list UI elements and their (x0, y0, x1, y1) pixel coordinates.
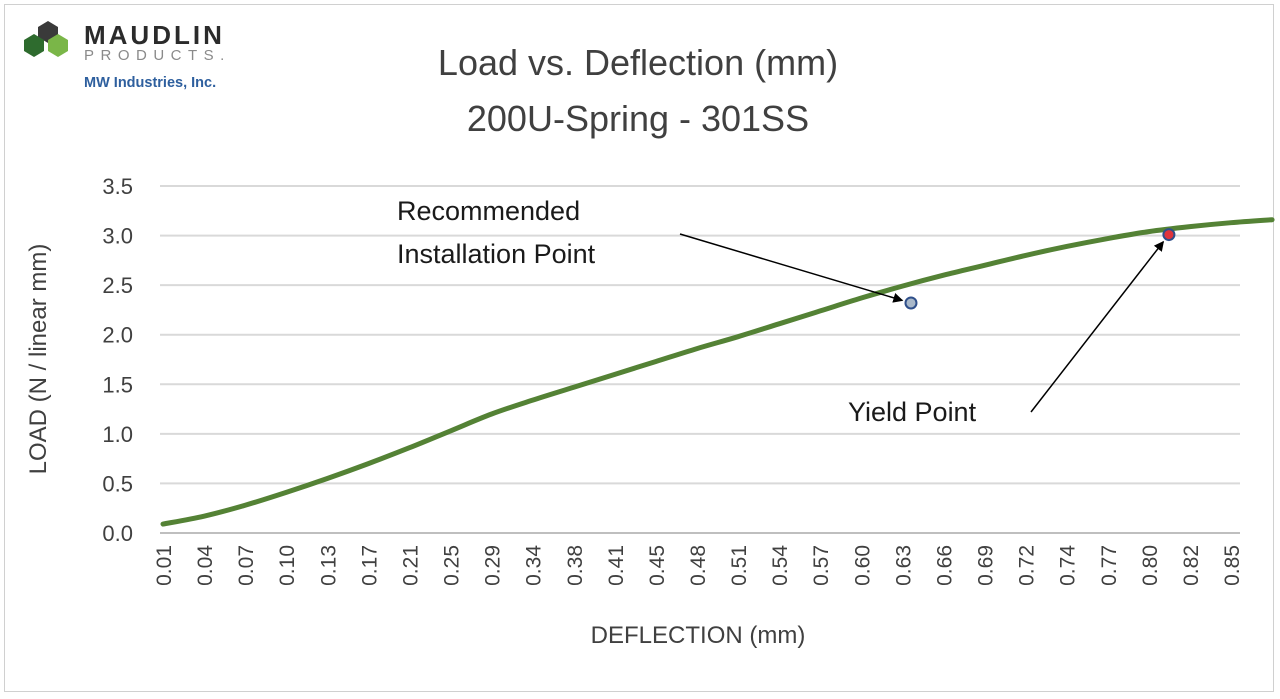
logo-hex-green (24, 34, 44, 57)
x-tick-label: 0.13 (317, 545, 340, 586)
y-axis-label: LOAD (N / linear mm) (25, 244, 52, 475)
y-tick-label: 3.0 (102, 224, 133, 249)
y-tick-label: 1.5 (102, 372, 133, 397)
logo-name: MAUDLIN (84, 20, 225, 50)
logo-subtitle: PRODUCTS. (84, 47, 231, 64)
annotation-marker (904, 296, 918, 310)
annotation-arrow (679, 233, 904, 303)
grid-lines (160, 185, 1240, 534)
x-tick-label: 0.45 (646, 545, 669, 586)
logo-mark (24, 21, 68, 57)
x-tick-label: 0.82 (1180, 545, 1203, 586)
y-tick-label: 0.5 (102, 471, 133, 496)
y-tick-label: 3.5 (102, 174, 133, 199)
annotation-layer (679, 228, 1176, 413)
x-tick-label: 0.54 (769, 545, 792, 586)
chart-frame (4, 4, 1274, 692)
annotation-yield-point: Yield Point (848, 391, 976, 434)
x-axis-label: DEFLECTION (mm) (591, 622, 806, 649)
annotation-marker (1162, 228, 1176, 242)
x-tick-label: 0.74 (1057, 545, 1080, 586)
x-tick-label: 0.51 (728, 545, 751, 586)
logo-company: MW Industries, Inc. (84, 75, 217, 91)
y-tick-labels: 0.0 0.5 1.0 1.5 2.0 2.5 3.0 3.5 (102, 174, 133, 546)
x-tick-label: 0.07 (235, 545, 258, 586)
series-line (160, 217, 1275, 527)
x-tick-label: 0.41 (605, 545, 628, 586)
annotation-arrow (1030, 240, 1164, 413)
x-tick-label: 0.29 (482, 545, 505, 586)
chart-title: Load vs. Deflection (mm) (437, 42, 839, 83)
x-tick-label: 0.25 (441, 545, 464, 586)
series-layer (160, 217, 1275, 527)
annotation-installation-point: Recommended Installation Point (397, 190, 595, 276)
x-tick-label: 0.01 (153, 545, 176, 586)
x-tick-label: 0.10 (276, 545, 299, 586)
x-tick-label: 0.38 (564, 545, 587, 586)
x-tick-label: 0.17 (358, 545, 381, 586)
x-tick-label: 0.66 (933, 545, 956, 586)
x-tick-label: 0.63 (892, 545, 915, 586)
x-tick-label: 0.69 (975, 545, 998, 586)
x-tick-label: 0.21 (399, 545, 422, 586)
annotation-yield-line-1: Yield Point (848, 397, 977, 427)
x-tick-label: 0.57 (810, 545, 833, 586)
y-tick-label: 2.0 (102, 323, 133, 348)
annotation-installation-line-2: Installation Point (397, 239, 596, 269)
logo-hex-lightgreen (48, 34, 68, 57)
y-tick-label: 2.5 (102, 273, 133, 298)
x-tick-label: 0.34 (523, 545, 546, 586)
x-tick-label: 0.77 (1098, 545, 1121, 586)
x-tick-label: 0.72 (1016, 545, 1039, 586)
x-tick-label: 0.85 (1221, 545, 1244, 586)
x-tick-label: 0.48 (687, 545, 710, 586)
y-tick-label: 1.0 (102, 422, 133, 447)
x-tick-labels: 0.01 0.04 0.07 0.10 0.13 0.17 0.21 0.25 0.29 0.34… (153, 545, 1244, 586)
y-tick-label: 0.0 (102, 521, 133, 546)
x-tick-label: 0.04 (194, 545, 217, 586)
chart-subtitle: 200U-Spring - 301SS (466, 98, 810, 139)
annotation-installation-line-1: Recommended (397, 196, 581, 226)
x-tick-label: 0.80 (1139, 545, 1162, 586)
x-tick-label: 0.60 (851, 545, 874, 586)
